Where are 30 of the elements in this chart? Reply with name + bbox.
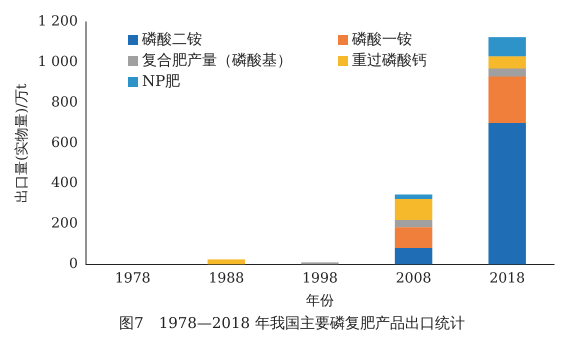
- x-tick-label: 1988: [208, 270, 244, 286]
- x-tick-label: 2018: [489, 270, 526, 286]
- legend-label: 复合肥产量（磷酸基）: [142, 51, 292, 70]
- legend-label: 磷酸二铵: [142, 30, 202, 49]
- bar: [488, 123, 526, 264]
- bar: [394, 227, 432, 248]
- bar: [488, 56, 526, 68]
- bar: [394, 220, 432, 228]
- y-tick-label: 0: [68, 256, 78, 272]
- y-tick-label: 600: [51, 134, 78, 151]
- x-tick-label: 2008: [396, 270, 432, 286]
- bar: [488, 37, 526, 56]
- legend-label: NP肥: [142, 72, 180, 91]
- legend-label: 重过磷酸钙: [352, 51, 427, 70]
- x-axis-title: 年份: [306, 293, 334, 310]
- bar: [394, 198, 432, 220]
- x-tick-label: 1998: [302, 270, 338, 286]
- y-tick-label: 1 200: [38, 14, 78, 30]
- legend-label: 磷酸一铵: [352, 30, 412, 49]
- x-tick-label: 1978: [114, 270, 151, 286]
- y-tick-label: 1 000: [38, 54, 78, 70]
- y-tick-label: 400: [51, 175, 78, 192]
- y-tick-label: 200: [51, 216, 78, 232]
- bar: [394, 248, 432, 264]
- bar: [394, 194, 432, 199]
- caption: 图7 1978—2018 年我国主要磷复肥产品出口统计: [118, 314, 466, 333]
- y-tick-label: 800: [51, 94, 78, 110]
- bar: [488, 68, 526, 77]
- bar: [488, 76, 526, 123]
- y-axis-title: 出口量(实物量)/万t: [14, 83, 30, 203]
